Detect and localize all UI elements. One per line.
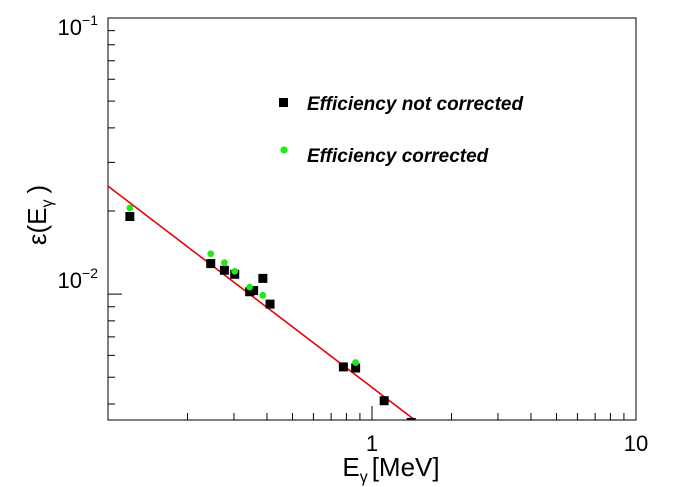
plot-frame — [107, 17, 637, 421]
data-point-not-corrected — [265, 299, 275, 309]
data-point-not-corrected — [125, 212, 135, 222]
x-minor-ticks — [186, 406, 625, 420]
legend-label-corrected: Efficiency corrected — [307, 146, 489, 167]
data-point-not-corrected — [249, 286, 259, 296]
y-minor-ticks — [108, 17, 122, 405]
series-not-corrected — [125, 212, 416, 420]
fit-line — [108, 185, 417, 420]
data-point-not-corrected — [258, 273, 268, 283]
data-point-not-corrected — [206, 259, 216, 269]
data-point-corrected — [207, 250, 215, 258]
legend-marker-not-corrected — [279, 98, 288, 107]
y-axis-label: ε(Eγ) — [22, 185, 56, 245]
data-point-corrected — [352, 359, 360, 366]
x-tick-label-1: 1 — [366, 431, 378, 456]
data-point-corrected — [221, 259, 228, 267]
data-point-corrected — [408, 420, 415, 427]
legend-label-not-corrected: Efficiency not corrected — [307, 94, 524, 115]
data-point-corrected — [246, 283, 254, 291]
data-point-not-corrected — [351, 363, 361, 373]
data-point-corrected — [126, 204, 134, 212]
y-tick-label-0-1: 10−1 — [58, 12, 99, 40]
series-corrected — [126, 204, 415, 427]
data-point-corrected — [231, 267, 239, 275]
x-axis-label: Eγ [MeV] — [342, 452, 439, 486]
data-point-not-corrected — [406, 417, 416, 420]
data-point-not-corrected — [219, 265, 229, 275]
data-point-corrected — [259, 291, 267, 299]
legend: Efficiency not corrected Efficiency corr… — [279, 94, 524, 167]
legend-marker-corrected — [280, 146, 288, 154]
data-point-not-corrected — [379, 396, 389, 406]
x-tick-label-10: 10 — [624, 431, 648, 456]
data-point-not-corrected — [338, 362, 348, 372]
y-tick-label-0-01: 10−2 — [58, 265, 99, 293]
